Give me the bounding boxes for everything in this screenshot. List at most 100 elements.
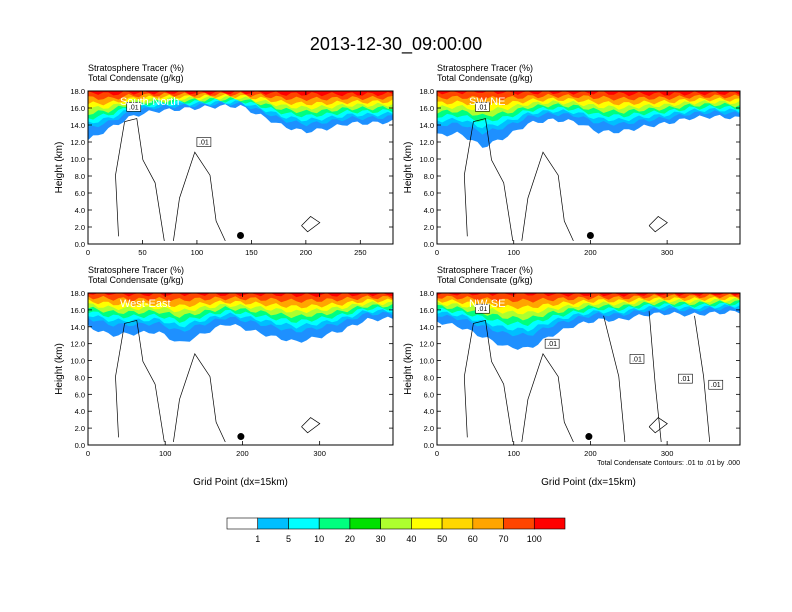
tracer-field xyxy=(88,293,393,343)
contour-label-box xyxy=(708,379,724,390)
tracer-band xyxy=(437,293,740,297)
tracer-band xyxy=(88,91,393,97)
y-axis-label: Height (km) xyxy=(403,343,414,395)
panel-2: Stratosphere Tracer (%)Total Condensate … xyxy=(403,63,741,257)
panel-3: Stratosphere Tracer (%)Total Condensate … xyxy=(54,265,394,488)
y-tick-label: 18.0 xyxy=(70,289,85,298)
x-tick-label: 300 xyxy=(661,449,674,458)
contour-line xyxy=(301,417,321,434)
y-tick-label: 6.0 xyxy=(75,189,85,198)
contour-line xyxy=(301,216,321,233)
tracer-band xyxy=(88,91,393,101)
y-tick-label: 14.0 xyxy=(419,121,434,130)
contour-line xyxy=(173,151,226,242)
location-marker xyxy=(586,232,594,239)
contour-note: Total Condensate Contours: .01 to .01 by… xyxy=(597,460,740,467)
contour-label: .01 xyxy=(632,356,642,363)
y-tick-label: 4.0 xyxy=(424,407,434,416)
colorbar-label: 60 xyxy=(468,534,478,544)
y-tick-label: 14.0 xyxy=(70,121,85,130)
y-tick-label: 14.0 xyxy=(70,323,85,332)
x-tick-label: 100 xyxy=(159,449,172,458)
panel-title-line-1: Stratosphere Tracer (%) xyxy=(437,63,533,73)
contour-label: .01 xyxy=(547,341,557,348)
y-tick-label: 4.0 xyxy=(75,206,85,215)
y-tick-label: 12.0 xyxy=(70,340,85,349)
y-tick-label: 16.0 xyxy=(419,306,434,315)
contour-line xyxy=(648,417,668,434)
x-tick-label: 0 xyxy=(435,248,439,257)
y-tick-label: 0.0 xyxy=(424,441,434,450)
y-tick-label: 2.0 xyxy=(424,424,434,433)
tracer-field xyxy=(88,91,393,141)
panel-4: Stratosphere Tracer (%)Total Condensate … xyxy=(403,265,741,488)
colorbar-label: 40 xyxy=(406,534,416,544)
y-tick-label: 8.0 xyxy=(75,172,85,181)
y-tick-label: 18.0 xyxy=(419,289,434,298)
contour-line xyxy=(463,319,514,443)
contour-label-box xyxy=(475,303,490,314)
x-tick-label: 0 xyxy=(86,248,90,257)
colorbar-segment xyxy=(503,517,535,530)
y-tick-label: 10.0 xyxy=(419,155,434,164)
main-title: 2013-12-30_09:00:00 xyxy=(310,34,482,55)
colorbar-label: 50 xyxy=(437,534,447,544)
tracer-band xyxy=(88,293,393,298)
panel-label: South-North xyxy=(120,96,179,108)
x-tick-label: 200 xyxy=(584,248,597,257)
y-tick-label: 14.0 xyxy=(419,323,434,332)
condensate-contours xyxy=(463,118,668,242)
contour-line xyxy=(115,118,165,241)
x-tick-label: 200 xyxy=(584,449,597,458)
y-tick-label: 2.0 xyxy=(75,223,85,232)
tracer-band xyxy=(437,91,740,97)
colorbar-segment xyxy=(380,517,412,530)
contour-label: .01 xyxy=(199,140,209,147)
contour-label: .01 xyxy=(681,376,691,383)
colorbar-label: 1 xyxy=(255,534,260,544)
y-tick-label: 8.0 xyxy=(424,172,434,181)
y-axis-label: Height (km) xyxy=(403,142,414,194)
panel-title-line-1: Stratosphere Tracer (%) xyxy=(88,63,184,73)
contour-label-box xyxy=(475,102,490,112)
contour-label-box xyxy=(678,373,693,384)
y-tick-label: 18.0 xyxy=(419,87,434,96)
contour-label-box xyxy=(126,102,142,112)
location-marker xyxy=(237,232,244,239)
x-tick-label: 100 xyxy=(507,248,520,257)
location-marker xyxy=(237,433,245,441)
colorbar-label: 10 xyxy=(314,534,324,544)
panel-title-line-2: Total Condensate (g/kg) xyxy=(88,275,184,285)
contour-line xyxy=(603,315,626,443)
x-tick-label: 150 xyxy=(245,248,258,257)
x-tick-label: 200 xyxy=(236,449,249,458)
x-tick-label: 200 xyxy=(300,248,313,257)
y-tick-label: 12.0 xyxy=(70,138,85,147)
x-tick-label: 300 xyxy=(313,449,326,458)
plot-frame xyxy=(436,90,741,245)
contour-label-box xyxy=(196,137,212,147)
colorbar: 1 5 10 20 30 40 50 60 70 100 xyxy=(226,517,566,544)
colorbar-segment xyxy=(533,517,566,530)
y-tick-label: 6.0 xyxy=(424,390,434,399)
y-tick-label: 0.0 xyxy=(424,240,434,249)
y-tick-label: 16.0 xyxy=(419,104,434,113)
panel-label: SW-NE xyxy=(469,96,505,108)
y-tick-label: 0.0 xyxy=(75,240,85,249)
panel-title-line-2: Total Condensate (g/kg) xyxy=(437,275,533,285)
y-tick-label: 2.0 xyxy=(424,223,434,232)
colorbar-segment xyxy=(318,517,351,530)
y-tick-label: 10.0 xyxy=(419,357,434,366)
contour-label-box xyxy=(544,338,560,349)
y-tick-label: 16.0 xyxy=(70,306,85,315)
condensate-contours xyxy=(463,311,711,443)
colorbar-label: 5 xyxy=(286,534,291,544)
plot-frame xyxy=(87,292,394,446)
x-tick-label: 0 xyxy=(435,449,439,458)
colorbar-label: 30 xyxy=(376,534,386,544)
x-axis-label: Grid Point (dx=15km) xyxy=(193,477,288,488)
contour-line xyxy=(115,319,165,443)
contour-line xyxy=(463,118,514,241)
panels: Stratosphere Tracer (%) Total Condensate … xyxy=(54,63,741,488)
